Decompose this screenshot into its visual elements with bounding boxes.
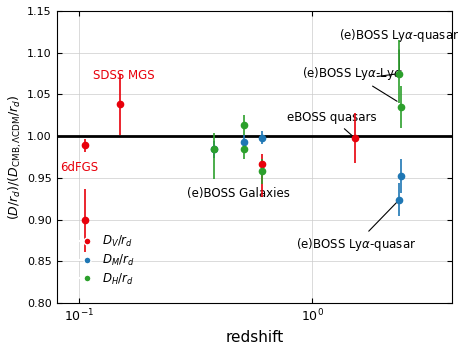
Text: 6dFGS: 6dFGS [61,161,99,174]
Text: (e)BOSS Ly$\alpha$-Ly$\alpha$: (e)BOSS Ly$\alpha$-Ly$\alpha$ [301,65,402,101]
Text: SDSS MGS: SDSS MGS [93,69,155,82]
Text: (e)BOSS Ly$\alpha$-quasar: (e)BOSS Ly$\alpha$-quasar [296,202,416,253]
Y-axis label: $(D/r_d)/(D_{\mathrm{CMB},\Lambda\mathrm{CDM}}/r_d)$: $(D/r_d)/(D_{\mathrm{CMB},\Lambda\mathrm… [7,94,24,220]
Text: (e)BOSS Galaxies: (e)BOSS Galaxies [187,187,290,200]
Text: eBOSS quasars: eBOSS quasars [287,111,377,136]
Legend: $D_V/r_d$, $D_M/r_d$, $D_H/r_d$: $D_V/r_d$, $D_M/r_d$, $D_H/r_d$ [71,230,140,291]
X-axis label: redshift: redshift [226,330,283,345]
Text: (e)BOSS Ly$\alpha$-quasar: (e)BOSS Ly$\alpha$-quasar [339,27,459,71]
